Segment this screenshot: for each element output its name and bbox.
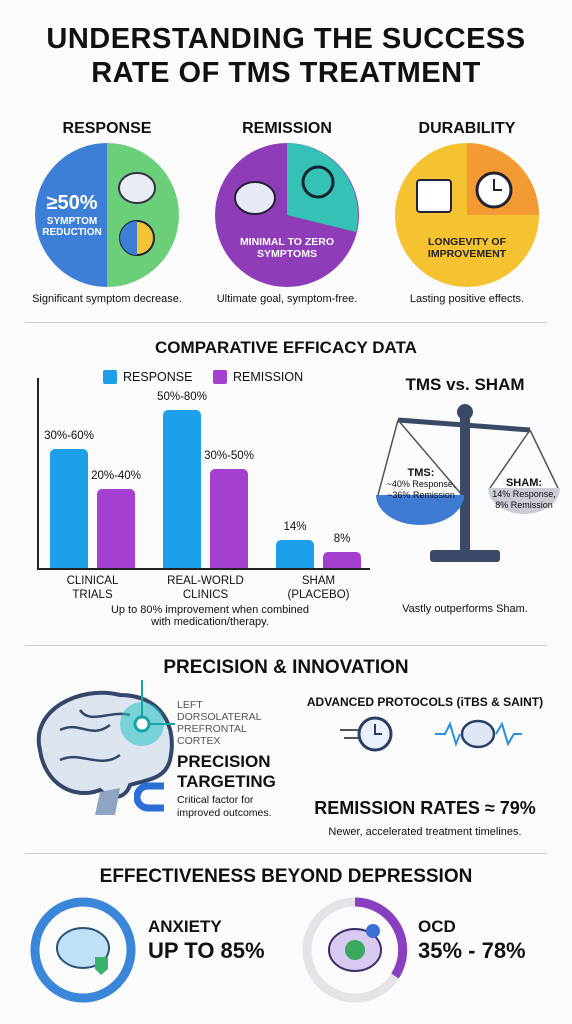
precision-caption: Critical factor for improved outcomes. [177,794,272,820]
overview-caption: Ultimate goal, symptom-free. [216,293,358,305]
condition-name: OCD [418,917,456,936]
condition-rate: UP TO 85% [148,938,265,963]
overview-label: MINIMAL TO ZERO SYMPTOMS [239,236,335,260]
region-line: DORSOLATERAL [177,711,262,723]
value-label: 30%-60% [44,430,94,443]
response-big: ≥50% [46,192,98,214]
overview-heading: REMISSION [242,120,332,137]
magnet-icon [134,782,164,812]
heading-line: PRECISION [177,752,271,771]
comparison-caption: Vastly outperforms Sham. [402,603,528,615]
condition-name: ANXIETY [148,917,222,936]
remission-circle [215,143,359,287]
response-circle [35,143,179,287]
sham-pan: SHAM: 14% Response, 8% Remission [485,478,563,511]
precision-heading: PRECISION TARGETING [177,752,276,792]
bar [97,488,135,568]
x-tick-label: REAL-WORLD CLINICS [167,575,244,601]
section-title: EFFECTIVENESS BEYOND DEPRESSION [99,866,473,887]
beyond-graphics [30,897,408,1003]
x-tick-label: SHAM (PLACEBO) [287,575,350,601]
region-line: CORTEX [177,735,221,747]
overview-caption: Lasting positive effects. [409,293,525,305]
section-title: PRECISION & INNOVATION [163,657,409,678]
protocols: ADVANCED PROTOCOLS (iTBS & SAINT) [306,695,544,709]
region-line: LEFT [177,699,203,711]
remission-rates: REMISSION RATES ≈ 79% [314,798,536,818]
tms-label: TMS: [407,467,435,479]
sham-label: SHAM: [505,477,543,489]
sham-line: 14% Response, [492,489,556,499]
overview-graphics [35,143,539,287]
legend-label: RESPONSE [123,370,193,384]
sham-line: 8% Remission [495,500,553,510]
chart-title: COMPARATIVE EFFICACY DATA [155,338,417,357]
tms-line: ~40% Response, [386,479,456,489]
overview-heading: DURABILITY [418,120,516,137]
protocol-icons [340,716,522,752]
chart-note: Up to 80% improvement when combined with… [110,604,310,628]
scale-graphic [376,404,560,562]
legend-swatch [103,370,117,384]
durability-circle [395,143,539,287]
comparison-title: TMS vs. SHAM [405,375,525,394]
bar [276,540,314,568]
overview-heading: RESPONSE [62,120,152,137]
caption-line: Critical factor for [177,794,254,806]
overview-label: LONGEVITY OF IMPROVEMENT [427,236,507,260]
remission-note: Newer, accelerated treatment timelines. [328,826,522,838]
bar [210,469,248,568]
tms-line: ~36% Remission [387,490,455,500]
tms-pan: TMS: ~40% Response, ~36% Remission [378,468,464,501]
bar [50,449,88,568]
value-label: 14% [283,521,307,534]
bar [163,409,201,568]
x-axis [37,568,370,570]
divider [25,645,547,646]
value-label: 8% [333,533,351,546]
value-label: 50%-80% [157,390,207,403]
caption-line: improved outcomes. [177,807,272,819]
bar [323,552,361,568]
divider [25,853,547,854]
y-axis [37,378,39,568]
value-label: 20%-40% [91,469,141,482]
x-tick-label: CLINICAL TRIALS [66,575,119,601]
divider [25,322,547,323]
overview-label: SYMPTOM REDUCTION [42,216,102,238]
overview-caption: Significant symptom decrease. [32,293,182,305]
chart: RESPONSE 30%-60% 50%-80% 14% REMISSION 20%-40… [0,0,380,640]
region-label: LEFT DORSOLATERAL PREFRONTAL CORTEX [177,699,261,747]
legend-label: REMISSION [233,370,304,384]
heading-line: TARGETING [177,772,276,791]
brain-graphic [36,680,175,815]
value-label: 30%-50% [204,450,254,462]
condition-rate: 35% - 78% [418,938,526,963]
page-title: UNDERSTANDING THE SUCCESS RATE OF TMS TR… [46,23,526,89]
legend-swatch [213,370,227,384]
region-line: PREFRONTAL [177,723,247,735]
